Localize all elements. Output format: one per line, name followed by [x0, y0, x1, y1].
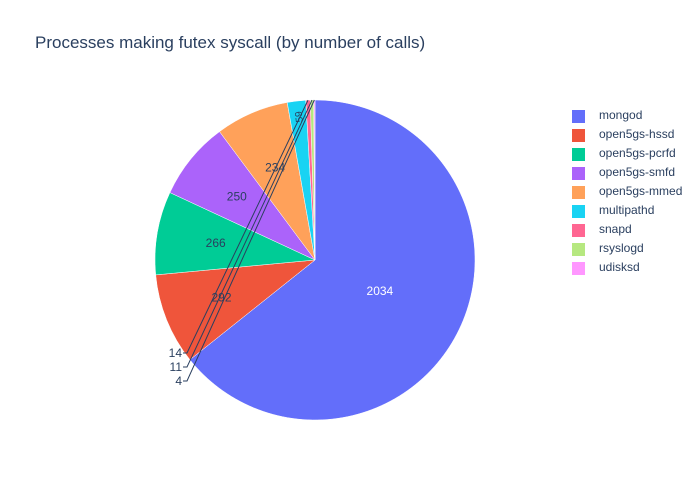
slice-value-label-open5gs-smfd: 250: [227, 189, 247, 203]
legend-label: open5gs-pcrfd: [599, 146, 676, 160]
chart-title: Processes making futex syscall (by numbe…: [35, 33, 426, 52]
legend-label: open5gs-mmed: [599, 184, 683, 198]
leader-line-snapd: [183, 99, 309, 354]
pie-slice-udisksd[interactable]: [313, 99, 316, 261]
legend-swatch: [572, 148, 585, 161]
legend-swatch: [572, 205, 585, 218]
slice-value-label-mongod: 2034: [367, 284, 394, 298]
pie-slice-mongod[interactable]: [189, 99, 476, 421]
legend-swatch: [572, 129, 585, 142]
legend-label: mongod: [599, 108, 643, 122]
slice-value-label-open5gs-mmed: 234: [265, 160, 285, 174]
legend-swatch: [572, 262, 585, 275]
legend-label: open5gs-smfd: [599, 165, 676, 179]
legend-label: udisksd: [599, 260, 640, 274]
legend-swatch: [572, 167, 585, 180]
legend-swatch: [572, 110, 585, 123]
leader-line-udisksd: [183, 99, 315, 382]
legend-label: rsyslogd: [599, 241, 644, 255]
slice-value-label-rsyslogd: 11: [170, 360, 183, 374]
slice-value-label-snapd: 14: [169, 346, 183, 360]
slice-value-label-open5gs-pcrfd: 266: [206, 236, 226, 250]
leader-line-rsyslogd: [183, 99, 313, 368]
pie-slice-open5gs-pcrfd[interactable]: [154, 192, 316, 276]
legend-swatch: [572, 224, 585, 237]
legend-swatch: [572, 186, 585, 199]
legend-label: multipathd: [599, 203, 655, 217]
legend-label: open5gs-hssd: [599, 127, 675, 141]
legend-label: snapd: [599, 222, 632, 236]
legend-swatch: [572, 243, 585, 256]
slice-value-label-udisksd: 4: [175, 374, 182, 388]
